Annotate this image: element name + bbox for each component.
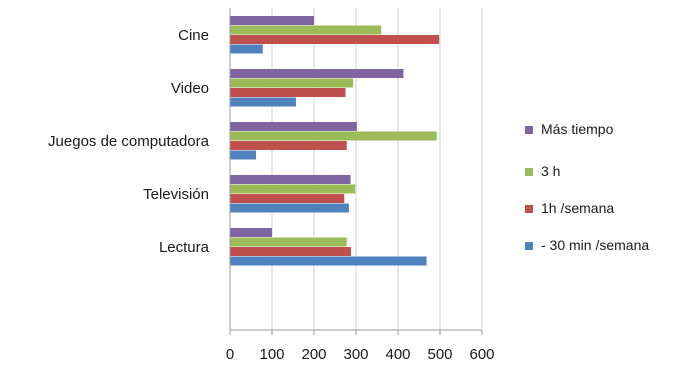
bar-juegos-de-computadora-series-1	[230, 141, 347, 150]
bar-televisión-series-1	[230, 194, 345, 203]
bar-juegos-de-computadora-series-3	[230, 122, 357, 131]
bar-lectura-series-2	[230, 237, 347, 247]
bar-juegos-de-computadora-series-2	[230, 131, 437, 141]
bar-lectura-series-3	[230, 228, 272, 237]
legend-label-3: Más tiempo	[541, 121, 614, 137]
x-tick-label-200: 200	[301, 346, 326, 363]
legend-swatch-3	[525, 126, 533, 134]
bar-cine-series-0	[230, 44, 263, 54]
category-label-1: Televisión	[143, 186, 209, 203]
bar-televisión-series-2	[230, 184, 356, 194]
bar-juegos-de-computadora-series-0	[230, 150, 257, 160]
legend-label-2: 3 h	[541, 163, 560, 179]
category-labels: Cine Video Juegos de computadora Televisión…	[48, 27, 210, 256]
x-tick-labels: 0 100 200 300 400 500 600	[226, 346, 495, 363]
bar-televisión-series-0	[230, 203, 349, 213]
bar-video-series-1	[230, 88, 346, 97]
legend-swatch-2	[525, 168, 533, 176]
bar-televisión-series-3	[230, 175, 351, 184]
category-label-4: Cine	[178, 27, 209, 44]
bar-video-series-2	[230, 78, 354, 88]
category-label-3: Video	[171, 80, 209, 97]
bar-video-series-0	[230, 97, 296, 107]
gridlines	[271, 8, 483, 330]
bar-cine-series-1	[230, 35, 440, 44]
bar-lectura-series-0	[230, 256, 427, 266]
x-tick-label-400: 400	[385, 346, 410, 363]
legend-swatch-0	[525, 242, 533, 250]
legend: Más tiempo 3 h 1h /semana - 30 min /semana	[525, 121, 649, 253]
category-label-0: Lectura	[159, 239, 210, 256]
legend-label-1: 1h /semana	[541, 200, 614, 216]
legend-label-0: - 30 min /semana	[541, 237, 649, 253]
x-tick-label-500: 500	[427, 346, 452, 363]
axes	[229, 8, 483, 335]
bar-cine-series-3	[230, 16, 314, 25]
x-tick-label-600: 600	[469, 346, 494, 363]
x-tick-label-100: 100	[259, 346, 284, 363]
category-label-2: Juegos de computadora	[48, 133, 210, 150]
bar-video-series-3	[230, 69, 404, 78]
x-tick-label-0: 0	[226, 346, 234, 363]
bar-lectura-series-1	[230, 247, 351, 256]
bar-cine-series-2	[230, 25, 382, 35]
bars	[230, 16, 440, 266]
x-tick-label-300: 300	[343, 346, 368, 363]
legend-swatch-1	[525, 205, 533, 213]
